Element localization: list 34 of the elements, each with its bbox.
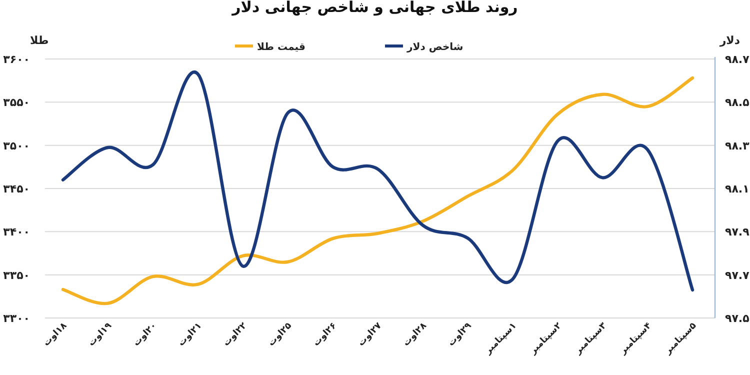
y-axis-title: طلا [30,34,49,47]
x-tick-label: ۲۷اوت [356,320,384,348]
x-tick-label: ۱۹اوت [86,320,114,348]
y-tick-label: ۳۴۰۰ [3,226,30,239]
x-tick-label: ۱۸اوت [42,320,70,348]
y-tick-label: ۳۵۵۰ [3,96,30,110]
y2-tick-label: ۹۸.۷ [725,53,750,66]
x-tick-label: ۲۶اوت [312,321,339,348]
y2-tick-label: ۹۷.۹ [725,226,750,239]
y-tick-label: ۳۳۵۰ [3,268,30,282]
x-tick-label: ۳سپتامبر [572,320,610,358]
x-tick-label: ۱سپتامبر [482,321,519,358]
x-tick-label: ۲۸اوت [401,320,430,348]
x-tick-label: ۲۲اوت [222,320,250,348]
x-tick-label: ۲۰اوت [132,321,160,348]
x-tick-label: ۲۵اوت [266,320,294,348]
y-tick-label: ۳۳۰۰ [3,312,30,325]
y2-tick-label: ۹۷.۵ [725,312,750,325]
y2-tick-label: ۹۷.۷ [725,268,750,282]
y-tick-label: ۳۶۰۰ [3,53,30,66]
legend-label: شاخص دلار [406,42,464,53]
x-tick-label: ۲سپتامبر [528,320,564,358]
chart-title: روند طلای جهانی و شاخص جهانی دلار [231,0,518,16]
y2-axis-title: دلار [718,34,740,47]
legend-label: قیمت طلا [257,42,306,53]
y-tick-label: ۳۴۵۰ [3,182,30,196]
y2-tick-label: ۹۸.۵ [725,96,750,110]
y-tick-label: ۳۵۰۰ [3,139,30,152]
x-tick-label: ۵سپتامبر [662,320,699,358]
x-tick-label: ۴سپتامبر [618,320,654,358]
x-tick-label: ۲۱اوت [176,321,204,348]
x-tick-label: ۲۹اوت [446,320,474,348]
y2-tick-label: ۹۸.۱ [725,182,750,196]
y2-tick-label: ۹۸.۳ [725,139,750,152]
